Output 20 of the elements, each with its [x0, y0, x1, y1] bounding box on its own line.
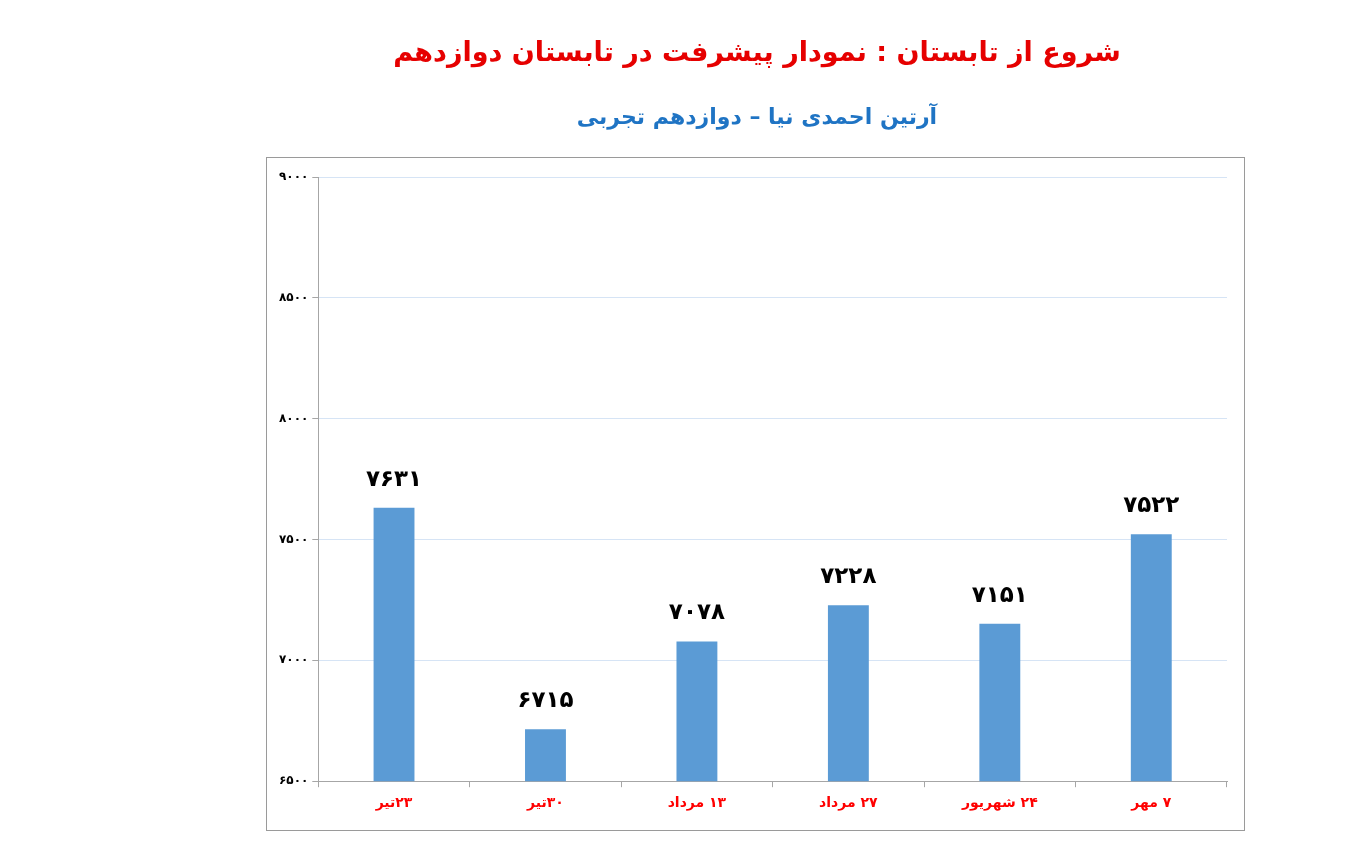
y-tick-label: ۹۰۰۰	[279, 169, 309, 184]
y-tick-label: ۷۵۰۰	[279, 531, 309, 546]
x-tick-label: ۲۷ مرداد	[819, 794, 879, 812]
data-label: ۶۷۱۵	[517, 686, 574, 713]
y-tick-label: ۶۵۰۰	[279, 773, 309, 788]
data-label: ۷۱۵۱	[971, 580, 1028, 607]
data-label: ۷۶۳۱	[365, 464, 423, 491]
y-tick-label: ۸۰۰۰	[279, 410, 309, 425]
x-tick-label: ۲۴ شهریور	[960, 794, 1039, 812]
y-tick-label: ۷۰۰۰	[279, 652, 309, 667]
x-tick-label: ۲۳تیر	[374, 794, 413, 812]
chart-subtitle: آرتین احمدی نیا – دوازدهم تجربی	[575, 104, 939, 129]
data-label: ۷۲۲۸	[820, 562, 877, 589]
data-label: ۷۰۷۸	[668, 598, 725, 625]
y-tick-label: ۸۵۰۰	[279, 289, 309, 304]
x-tick-label: ۱۳ مرداد	[667, 794, 727, 812]
data-label: ۷۵۲۲	[1123, 491, 1180, 518]
x-tick-label: ۳۰تیر	[526, 794, 564, 812]
chart-title: شروع از تابستان : نمودار پیشرفت در تابستان دوازدهم	[392, 36, 1122, 67]
x-tick-label: ۷ مهر	[1130, 794, 1172, 812]
